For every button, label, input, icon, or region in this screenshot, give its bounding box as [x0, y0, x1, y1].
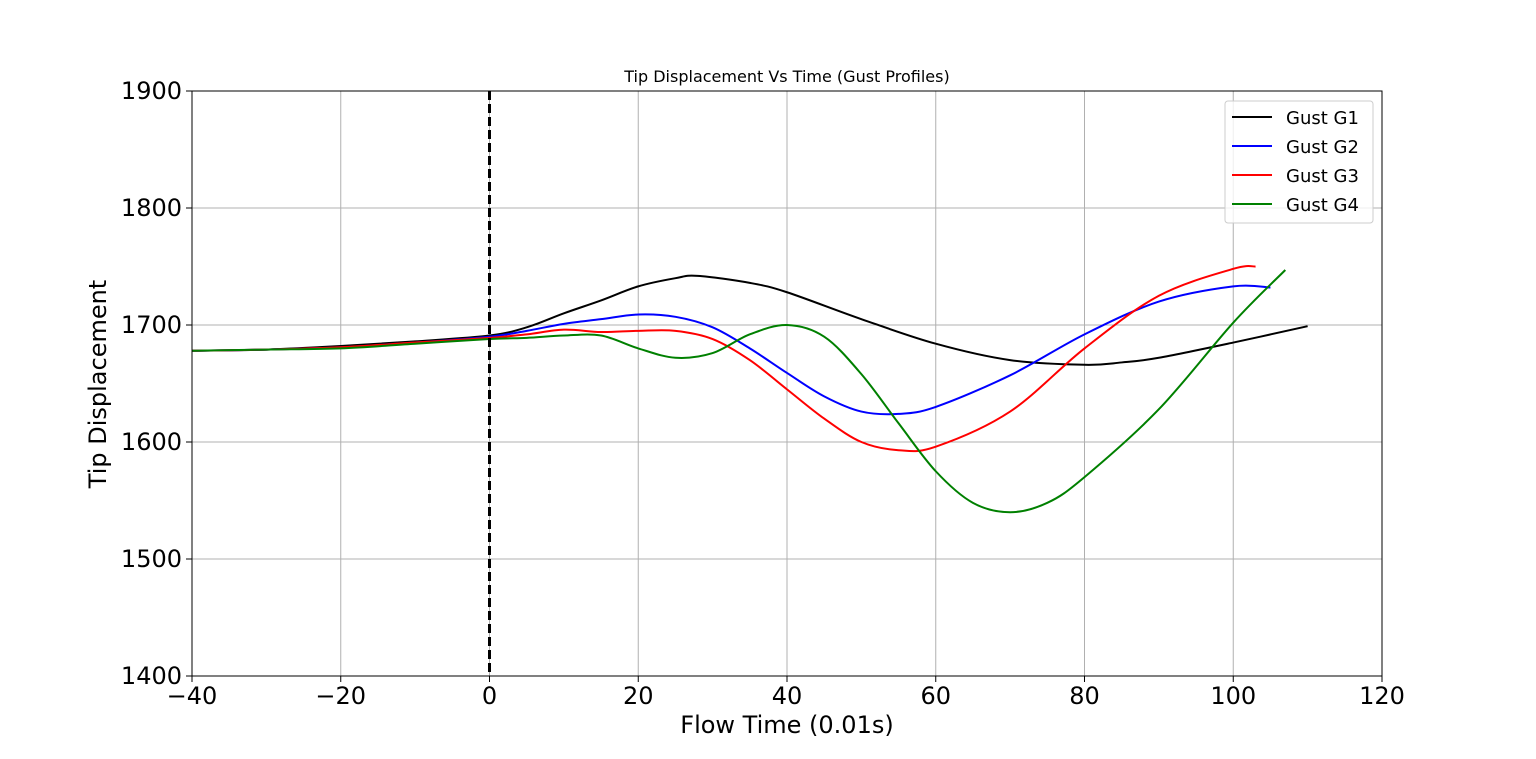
y-axis-ticks: 1400 1500 1600 1700 1800 1900: [121, 77, 192, 690]
x-tick-label: 40: [772, 682, 803, 710]
x-axis-ticks: −40 −20 0 20 40 60 80 100 120: [167, 676, 1405, 710]
x-tick-label: 80: [1069, 682, 1100, 710]
series-line-2: [191, 284, 1271, 416]
legend-label-3: Gust G3: [1286, 166, 1359, 187]
y-tick-label: 1400: [121, 662, 182, 690]
legend-box: [1224, 100, 1374, 224]
x-tick-label: 60: [920, 682, 951, 710]
legend-label-2: Gust G2: [1286, 137, 1359, 158]
series-line-3: [191, 264, 1256, 453]
x-tick-label: −40: [167, 682, 218, 710]
x-tick-label: 120: [1359, 682, 1405, 710]
y-tick-label: 1900: [121, 77, 182, 105]
x-tick-label: −20: [315, 682, 366, 710]
y-tick-label: 1500: [121, 545, 182, 573]
legend-label-1: Gust G1: [1286, 108, 1359, 129]
series-line-4: [191, 269, 1287, 514]
y-tick-label: 1800: [121, 194, 182, 222]
chart-title: Tip Displacement Vs Time (Gust Profiles): [623, 67, 949, 86]
y-tick-label: 1700: [121, 311, 182, 339]
x-tick-label: 100: [1210, 682, 1256, 710]
y-axis-label: Tip Displacement: [84, 280, 112, 489]
series-layer: [191, 264, 1308, 514]
grid: [191, 90, 1383, 677]
x-tick-label: 20: [623, 682, 654, 710]
series-line-1: [191, 274, 1308, 366]
y-tick-label: 1600: [121, 428, 182, 456]
x-axis-label: Flow Time (0.01s): [680, 711, 893, 739]
legend-label-4: Gust G4: [1286, 195, 1359, 216]
x-tick-label: 0: [482, 682, 497, 710]
legend: Gust G1 Gust G2 Gust G3 Gust G4: [1224, 100, 1374, 224]
